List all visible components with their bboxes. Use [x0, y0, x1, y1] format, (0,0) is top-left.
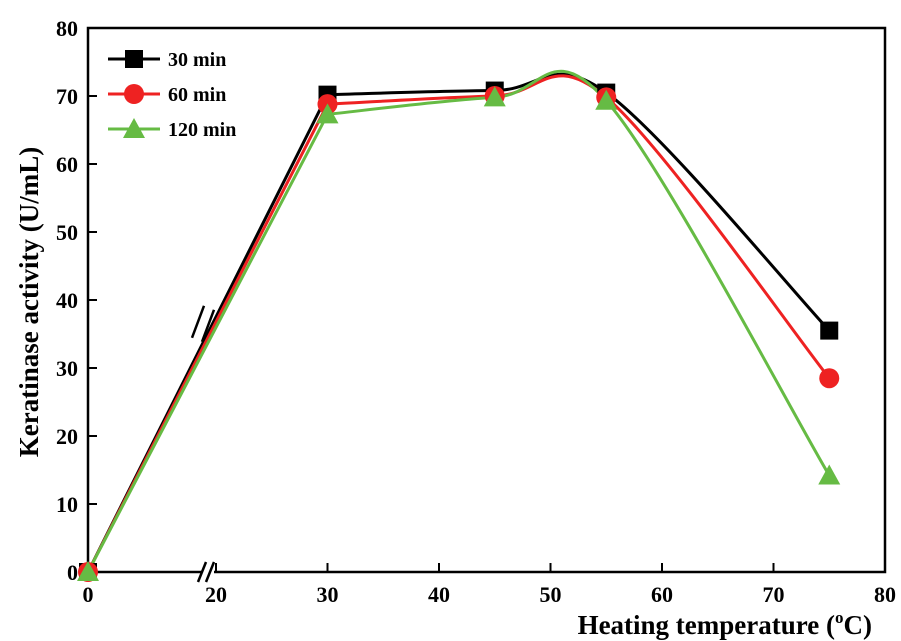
marker-2-5 — [819, 368, 840, 389]
marker-3-5 — [818, 464, 841, 485]
x-axis-ticks: 0 20 30 40 50 60 70 80 — [83, 563, 896, 607]
x-tick-label-50: 50 — [540, 582, 562, 607]
legend-label-1: 30 min — [168, 49, 226, 71]
y-axis-title: Keratinase activity (U/mL) — [14, 147, 44, 457]
series-markers — [77, 81, 841, 582]
series-line-1 — [86, 72, 831, 573]
legend-marker-2 — [124, 84, 144, 104]
legend-label-2: 60 min — [168, 84, 226, 106]
x-tick-label-60: 60 — [651, 582, 673, 607]
legend-marker-1 — [125, 50, 143, 68]
x-tick-label-20: 20 — [205, 582, 227, 607]
curve-break-slash-2 — [200, 309, 216, 343]
x-tick-label-40: 40 — [428, 582, 450, 607]
curve-break-slash-1 — [190, 305, 206, 339]
marker-3-2 — [316, 103, 339, 124]
y-axis-ticks: 0 10 20 30 40 50 60 70 80 — [56, 16, 97, 585]
x-axis-title: Heating temperature (oC) — [578, 608, 872, 640]
y-tick-label-40: 40 — [56, 288, 78, 313]
y-tick-label-80: 80 — [56, 16, 78, 41]
axis-break-marks — [190, 305, 216, 584]
marker-3-3 — [483, 86, 506, 107]
y-tick-label-10: 10 — [56, 492, 78, 517]
x-tick-label-70: 70 — [763, 582, 785, 607]
x-break-slash-1 — [196, 561, 208, 583]
series-line-2 — [86, 74, 831, 573]
y-tick-label-0: 0 — [67, 560, 78, 585]
plot-frame — [86, 26, 887, 574]
y-tick-label-30: 30 — [56, 356, 78, 381]
series-curves — [86, 69, 831, 573]
marker-3-4 — [595, 89, 618, 110]
x-tick-label-0: 0 — [83, 582, 94, 607]
series-line-3 — [86, 69, 831, 573]
y-tick-label-20: 20 — [56, 424, 78, 449]
marker-3-1 — [77, 561, 99, 581]
x-tick-label-30: 30 — [317, 582, 339, 607]
y-tick-label-70: 70 — [56, 84, 78, 109]
legend-label-3: 120 min — [168, 119, 236, 141]
marker-1-5 — [820, 321, 839, 340]
legend-marker-3 — [123, 118, 145, 138]
legend: 30 min 60 min 120 min — [108, 49, 236, 141]
x-break-slash-2 — [204, 561, 216, 583]
y-tick-label-50: 50 — [56, 220, 78, 245]
y-tick-label-60: 60 — [56, 152, 78, 177]
x-tick-label-80: 80 — [874, 582, 896, 607]
